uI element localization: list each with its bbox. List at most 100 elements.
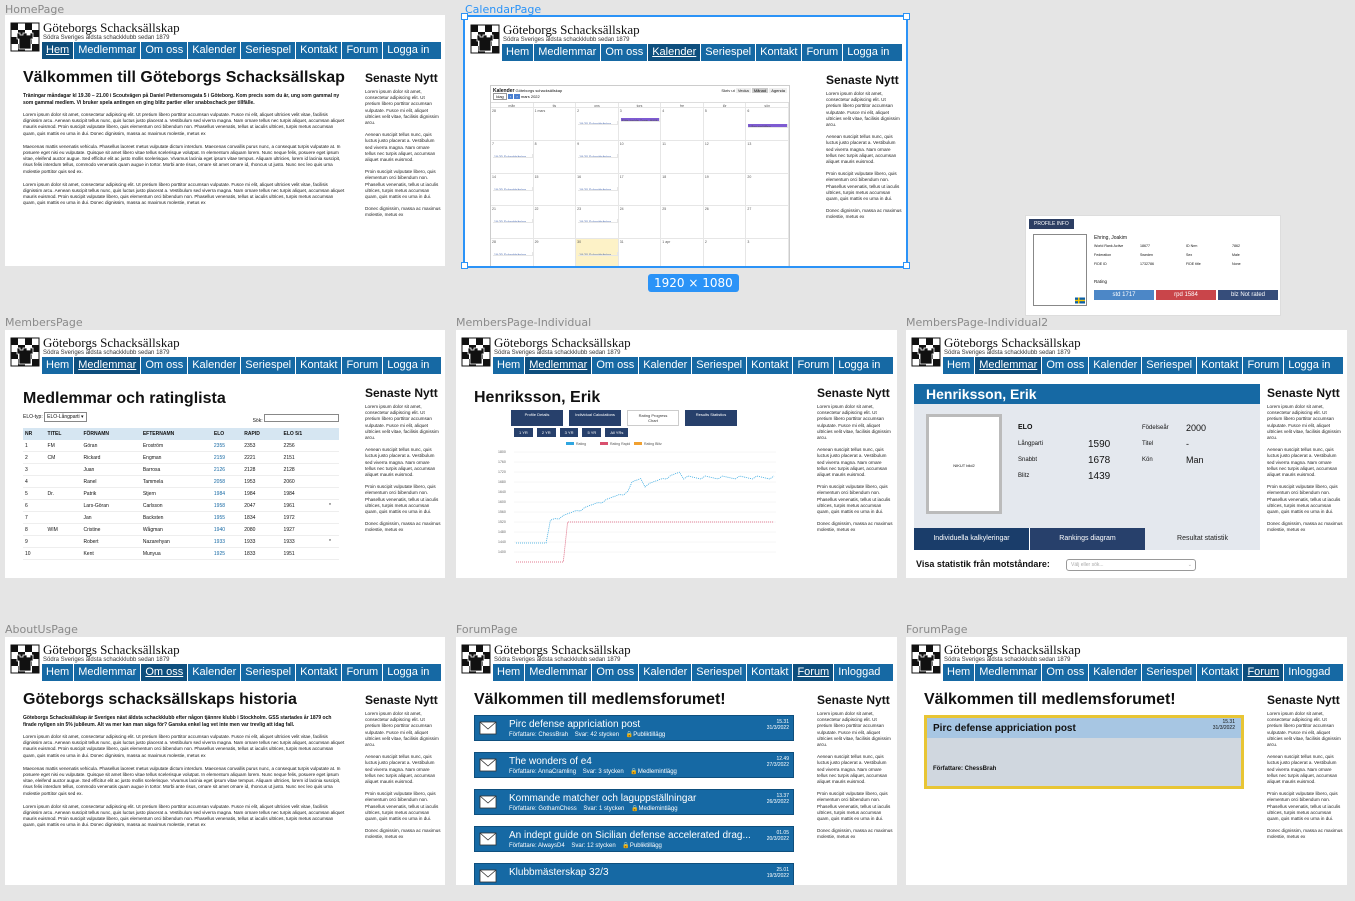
calendar-day[interactable]: 4 [661, 108, 704, 141]
calendar-day[interactable]: 18 [661, 173, 704, 207]
nav-item-1[interactable]: Medlemmar [74, 357, 142, 374]
table-row[interactable]: 3 Juan Barrosa 2126 2128 2128 [23, 463, 339, 476]
calendar-day[interactable]: 30 19:30 Schackträning [576, 239, 619, 266]
nav-item-1[interactable]: Medlemmar [525, 357, 593, 374]
calendar-day[interactable]: 21 19:30 Schackträning [491, 206, 534, 240]
view-week-tab[interactable]: Vecka [735, 88, 751, 93]
nav-item-0[interactable]: Hem [42, 664, 75, 681]
chess-rook-logo-icon[interactable] [7, 334, 43, 370]
nav-item-5[interactable]: Kontakt [296, 42, 343, 59]
nav-item-3[interactable]: Kalender [188, 664, 242, 681]
brand-name[interactable]: Göteborgs Schacksällskap [494, 642, 631, 657]
nav-item-6[interactable]: Forum [342, 357, 384, 374]
calendar-event[interactable]: 19:30 Schackträning [578, 121, 618, 125]
forum-post[interactable]: Kommande matcher och laguppställningar Fö… [474, 789, 794, 815]
brand-name[interactable]: Göteborgs Schacksällskap [494, 335, 631, 350]
calendar-day[interactable]: 2 [704, 239, 747, 266]
nav-item-6[interactable]: Forum [1243, 664, 1285, 681]
calendar-day[interactable]: 20 [746, 173, 789, 207]
nav-item-0[interactable]: Hem [493, 357, 526, 374]
nav-item-6[interactable]: Forum [793, 357, 835, 374]
table-row[interactable]: 6 Lars-Göran Carlsson 1958 2047 1961 * [23, 499, 339, 512]
frame-label-about[interactable]: AboutUsPage [5, 623, 78, 636]
calendar-day[interactable]: 28 [491, 108, 534, 141]
nav-item-2[interactable]: Om oss [141, 664, 189, 681]
calendar-day[interactable]: 16 19:30 Schackträning [576, 173, 619, 207]
table-row[interactable]: 7 Jan Backsten 1955 1834 1972 [23, 511, 339, 524]
calendar-event[interactable]: 19:30 Schackträning [578, 153, 618, 158]
frame-label-individual[interactable]: MembersPage-Individual [456, 316, 592, 329]
chess-rook-logo-icon[interactable] [467, 21, 503, 57]
resize-handle[interactable] [461, 262, 468, 269]
calendar-event[interactable]: 19:30 Schackträning [578, 219, 618, 224]
brand-name[interactable]: Göteborgs Schacksällskap [43, 642, 180, 657]
calendar-day[interactable]: 9 19:30 Schackträning [576, 140, 619, 174]
brand-name[interactable]: Göteborgs Schacksällskap [944, 642, 1081, 657]
nav-item-6[interactable]: Forum [342, 42, 384, 59]
frame-label-calendar[interactable]: CalendarPage [465, 3, 542, 16]
nav-item-4[interactable]: Seriespel [1142, 664, 1198, 681]
calendar-event[interactable]: 19:30 Schackträning [493, 186, 533, 191]
calendar-event[interactable]: 19:30 Schackträning [578, 252, 618, 257]
table-row[interactable]: 4 Ranel Tammela 2058 1953 2060 [23, 475, 339, 488]
calendar-day[interactable]: 3 Elite Inside Zone, Höljit [618, 108, 662, 141]
calendar-event[interactable]: Vårcupsläffen [748, 124, 788, 128]
column-header[interactable]: EFTERNAMN [140, 428, 212, 440]
nav-item-2[interactable]: Om oss [1042, 664, 1090, 681]
nav-item-1[interactable]: Medlemmar [74, 664, 142, 681]
nav-item-1[interactable]: Medlemmar [525, 664, 593, 681]
frame-calendar[interactable]: Göteborgs Schacksällskap Södra Sveriges … [463, 15, 908, 268]
expanded-forum-post[interactable]: Pirc defense appriciation post 15.31 31/3… [924, 715, 1244, 789]
nav-item-0[interactable]: Hem [42, 42, 75, 59]
nav-item-3[interactable]: Kalender [188, 42, 242, 59]
calendar-day[interactable]: 29 [534, 239, 577, 266]
nav-item-1[interactable]: Medlemmar [975, 357, 1043, 374]
print-button[interactable]: Skriv ut [721, 88, 735, 93]
nav-item-7[interactable]: Logga in [387, 44, 430, 56]
calendar-day[interactable]: 12 [703, 140, 747, 174]
nav-item-0[interactable]: Hem [502, 44, 535, 61]
profile-tab[interactable]: Profile Details [511, 410, 563, 426]
table-cell[interactable]: 1955 [211, 511, 243, 524]
resize-handle[interactable] [461, 13, 468, 20]
nav-item-0[interactable]: Hem [493, 664, 526, 681]
profile-tab[interactable]: Individual Calculations [569, 410, 621, 426]
range-button[interactable]: 3 YR [559, 428, 579, 437]
table-row[interactable]: 5 Dr. Patrik Stjern 1984 1984 1984 [23, 487, 339, 500]
range-button[interactable]: 5 YR [582, 428, 602, 437]
nav-item-1[interactable]: Medlemmar [534, 44, 602, 61]
view-agenda-tab[interactable]: Agenda [769, 88, 787, 93]
chess-rook-logo-icon[interactable] [908, 334, 944, 370]
nav-item-4[interactable]: Seriespel [692, 357, 748, 374]
calendar-day[interactable]: 26 [703, 206, 747, 240]
calendar-day[interactable]: 5 [703, 108, 747, 141]
nav-item-5[interactable]: Kontakt [296, 357, 343, 374]
calendar-day[interactable]: 31 [619, 239, 662, 266]
profile-tab[interactable]: Results Statistics [685, 410, 737, 426]
calendar-day[interactable]: 27 [746, 206, 789, 240]
calendar-event[interactable]: 19:30 Schackträning [493, 219, 533, 224]
brand-name[interactable]: Göteborgs Schacksällskap [43, 335, 180, 350]
nav-item-3[interactable]: Kalender [188, 357, 242, 374]
nav-item-6[interactable]: Forum [342, 664, 384, 681]
calendar-day[interactable]: 7 19:30 Schackträning [491, 140, 534, 174]
nav-item-2[interactable]: Om oss [592, 664, 640, 681]
brand-name[interactable]: Göteborgs Schacksällskap [944, 335, 1081, 350]
frame-about[interactable]: Göteborgs Schacksällskap Södra Sveriges … [5, 637, 445, 885]
nav-item-4[interactable]: Seriespel [241, 42, 297, 59]
tab-result-statistics[interactable]: Resultat statistik [1145, 528, 1260, 550]
column-header[interactable]: ELO 5/1 [281, 428, 327, 440]
chess-rook-logo-icon[interactable] [7, 641, 43, 677]
nav-item-5[interactable]: Kontakt [1197, 357, 1244, 374]
frame-home[interactable]: Göteborgs Schacksällskap Södra Sveriges … [5, 15, 445, 266]
calendar-day[interactable]: 19 [703, 173, 747, 207]
chess-rook-logo-icon[interactable] [908, 641, 944, 677]
range-button[interactable]: 1 YR [514, 428, 533, 437]
nav-item-7[interactable]: Inloggad [838, 666, 881, 678]
calendar-day[interactable]: 3 [746, 239, 789, 266]
table-row[interactable]: 1 FM Göran Eroström 2355 2353 2256 [23, 440, 339, 452]
frame-forum-expanded[interactable]: Göteborgs Schacksällskap Södra Sveriges … [906, 637, 1347, 885]
column-header[interactable]: RAPID [242, 428, 282, 440]
profile-tab[interactable]: Rating Progress Chart [627, 410, 679, 426]
calendar-day[interactable]: 28 19:30 Schackträning [491, 239, 534, 266]
